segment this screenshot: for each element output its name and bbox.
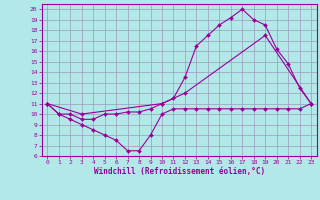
X-axis label: Windchill (Refroidissement éolien,°C): Windchill (Refroidissement éolien,°C) bbox=[94, 167, 265, 176]
